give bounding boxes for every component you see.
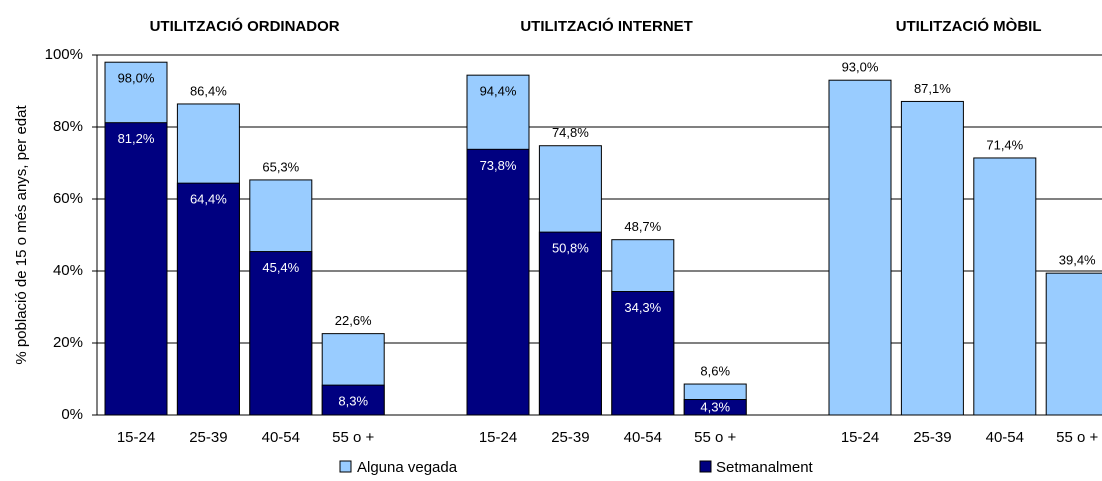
value-label: 64,4% — [190, 192, 227, 207]
panel-title: UTILITZACIÓ MÒBIL — [896, 17, 1042, 35]
legend-label: Alguna vegada — [357, 459, 458, 476]
value-label: 94,4% — [480, 84, 517, 99]
x-tick-label: 15-24 — [479, 429, 517, 446]
value-label: 8,3% — [338, 394, 368, 409]
panel-title: UTILITZACIÓ INTERNET — [520, 17, 693, 35]
value-label: 48,7% — [624, 219, 661, 234]
value-label: 98,0% — [118, 71, 155, 86]
x-tick-label: 40-54 — [986, 429, 1024, 446]
y-tick-label: 100% — [45, 46, 83, 63]
bar — [321, 384, 385, 416]
bar — [900, 100, 964, 416]
legend-swatch — [699, 460, 712, 473]
bar — [538, 231, 602, 416]
x-tick-label: 55 o + — [1056, 429, 1098, 446]
x-tick-label: 15-24 — [841, 429, 879, 446]
y-tick-label: 60% — [53, 190, 83, 207]
value-label: 4,3% — [700, 399, 730, 414]
value-label: 74,8% — [552, 125, 589, 140]
x-tick-label: 40-54 — [624, 429, 662, 446]
bar — [249, 251, 313, 416]
bar — [104, 122, 168, 416]
y-axis-label: % població de 15 o més anys, per edat — [13, 105, 30, 365]
value-label: 39,4% — [1059, 253, 1096, 268]
value-label: 45,4% — [262, 260, 299, 275]
panel-title: UTILITZACIÓ ORDINADOR — [150, 17, 340, 35]
bar — [176, 182, 240, 416]
legend-label: Setmanalment — [716, 459, 814, 476]
bar — [828, 79, 892, 416]
bar — [1045, 272, 1102, 416]
y-tick-label: 40% — [53, 262, 83, 279]
x-tick-label: 25-39 — [551, 429, 589, 446]
value-label: 87,1% — [914, 81, 951, 96]
bar — [466, 148, 530, 416]
legend-swatch — [339, 460, 352, 473]
bar — [973, 157, 1037, 416]
value-label: 50,8% — [552, 241, 589, 256]
value-label: 86,4% — [190, 83, 227, 98]
x-tick-label: 55 o + — [332, 429, 374, 446]
value-label: 65,3% — [262, 159, 299, 174]
x-tick-label: 40-54 — [262, 429, 300, 446]
x-tick-label: 25-39 — [189, 429, 227, 446]
bar — [611, 291, 675, 416]
value-label: 81,2% — [118, 131, 155, 146]
y-tick-label: 80% — [53, 118, 83, 135]
value-label: 93,0% — [842, 60, 879, 75]
y-tick-label: 0% — [61, 406, 83, 423]
value-label: 8,6% — [700, 363, 730, 378]
value-label: 34,3% — [624, 300, 661, 315]
value-label: 73,8% — [480, 158, 517, 173]
value-label: 71,4% — [986, 137, 1023, 152]
x-tick-label: 55 o + — [694, 429, 736, 446]
value-label: 22,6% — [335, 313, 372, 328]
x-tick-label: 15-24 — [117, 429, 155, 446]
y-tick-label: 20% — [53, 334, 83, 351]
x-tick-label: 25-39 — [913, 429, 951, 446]
